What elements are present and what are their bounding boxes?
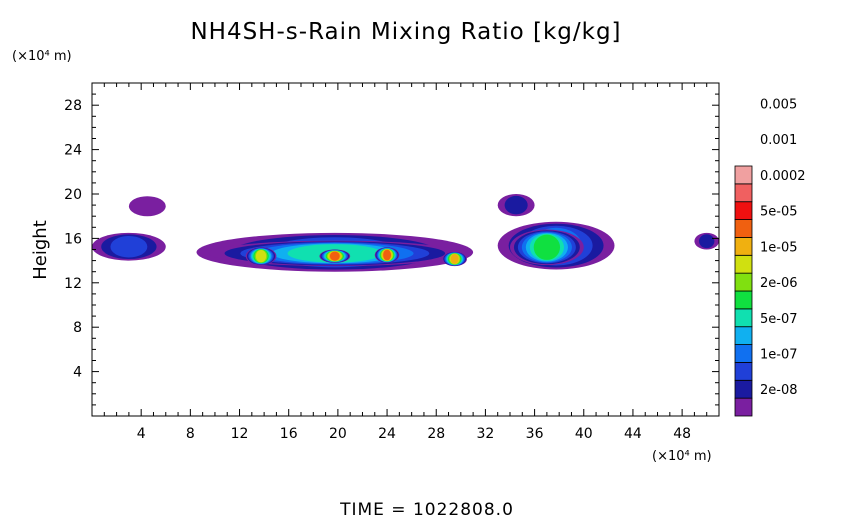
y-tick-label: 4: [73, 365, 82, 381]
colorbar-swatch: [734, 379, 753, 399]
x-tick-label: 48: [673, 426, 691, 442]
colorbar-swatch: [734, 397, 753, 417]
chart-title: NH4SH-s-Rain Mixing Ratio [kg/kg]: [190, 19, 621, 45]
colorbar-label: 0.001: [760, 133, 797, 148]
colorbar-label: 5e-07: [760, 312, 798, 327]
x-tick-label: 16: [280, 426, 298, 442]
colorbar-swatch: [734, 272, 753, 292]
colorbar-swatch: [734, 165, 753, 185]
x-tick-label: 36: [526, 426, 544, 442]
colorbar-label: 2e-06: [760, 276, 798, 291]
y-axis: 4 8 12 16 20 24 28: [64, 93, 719, 406]
x-tick-label: 28: [427, 426, 445, 442]
y-tick-label: 16: [64, 231, 82, 247]
x-tick-label: 12: [231, 426, 249, 442]
x-tick-label: 24: [378, 426, 396, 442]
contour-fill-9-6: [533, 234, 561, 260]
contour-fill-5-10: [329, 251, 340, 261]
colorbar-label: 5e-05: [760, 205, 798, 220]
colorbar-swatch: [734, 308, 753, 328]
x-tick-label: 32: [476, 426, 494, 442]
colorbar-label: 0.0002: [760, 169, 806, 184]
colorbar-swatch: [734, 290, 753, 310]
x-axis: 4 8 12 16 20 24 28 32 36 40 44 48: [103, 83, 708, 442]
y-axis-unit: (×10⁴ m): [12, 49, 72, 64]
y-tick-label: 8: [73, 320, 82, 336]
colorbar-swatch: [734, 362, 753, 381]
contour-fill-0-2: [110, 235, 148, 258]
x-tick-label: 8: [186, 426, 195, 442]
colorbar-label: 1e-05: [760, 240, 798, 255]
contour-fill-11-1: [699, 234, 715, 249]
colorbar-swatch: [734, 201, 753, 220]
colorbar-legend: 2e-08 1e-07 5e-07 2e-06 1e-05 5e-05 0.0002 0.00…: [734, 98, 806, 417]
plot-area: [91, 82, 720, 417]
contour-fill-7-9: [450, 253, 459, 264]
x-tick-label: 20: [329, 426, 347, 442]
x-tick-label: 44: [624, 426, 642, 442]
colorbar-label: 2e-08: [760, 383, 798, 398]
y-tick-label: 28: [64, 98, 82, 114]
colorbar-swatch: [734, 219, 753, 238]
x-tick-label: 40: [575, 426, 593, 442]
contour-fill-4-8: [255, 249, 267, 263]
colorbar-swatch: [734, 344, 753, 363]
x-axis-unit: (×10⁴ m): [652, 449, 712, 464]
colorbar-label: 0.005: [760, 98, 797, 113]
time-footer: TIME = 1022808.0: [339, 500, 514, 519]
colorbar-label: 1e-07: [760, 348, 798, 363]
colorbar-swatch: [734, 254, 753, 274]
y-tick-label: 20: [64, 187, 82, 203]
y-tick-label: 12: [64, 276, 82, 292]
contour-fill-6-10: [383, 249, 391, 261]
y-tick-label: 24: [64, 143, 82, 159]
colorbar-swatch: [734, 183, 753, 203]
contour-fill-1-0: [128, 196, 166, 217]
colorbar-swatch: [734, 237, 753, 256]
contour-fill-10-1: [504, 195, 528, 215]
colorbar-swatch: [734, 326, 753, 345]
x-tick-label: 4: [137, 426, 146, 442]
y-axis-label: Height: [30, 220, 51, 280]
